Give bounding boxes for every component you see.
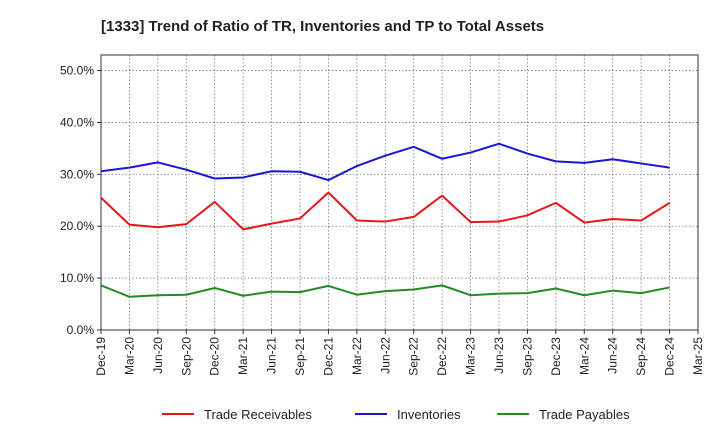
x-tick-label: Sep-23 (520, 337, 534, 376)
x-tick-label: Jun-22 (378, 337, 392, 374)
x-tick-label: Jun-21 (265, 337, 279, 374)
x-tick-label: Sep-21 (293, 337, 307, 376)
x-tick-label: Dec-21 (321, 337, 335, 376)
x-tick-label: Dec-23 (549, 337, 563, 376)
x-tick-label: Dec-24 (663, 337, 677, 376)
series-line-1 (100, 191, 671, 231)
x-tick-label: Mar-21 (236, 337, 250, 375)
y-tick-label: 50.0% (60, 64, 94, 78)
x-tick-label: Mar-24 (577, 337, 591, 375)
x-tick-label: Jun-24 (606, 337, 620, 374)
x-tick-label: Sep-20 (179, 337, 193, 376)
x-tick-label: Dec-22 (435, 337, 449, 376)
x-tick-label: Dec-19 (94, 337, 108, 376)
y-tick-label: 20.0% (60, 219, 94, 233)
series-lines (100, 142, 671, 298)
x-tick-label: Mar-22 (350, 337, 364, 375)
plot-frame (100, 54, 699, 331)
legend-label: Trade Receivables (204, 407, 312, 422)
x-tick-label: Jun-20 (151, 337, 165, 374)
y-axis: 0.0% 10.0% 20.0% 30.0% 40.0% 50.0% (60, 64, 101, 337)
x-tick-label: Dec-20 (208, 337, 222, 376)
legend-label: Inventories (397, 407, 461, 422)
x-tick-label: Mar-20 (122, 337, 136, 375)
legend-label: Trade Payables (539, 407, 630, 422)
x-tick-label: Mar-23 (464, 337, 478, 375)
chart-title: [1333] Trend of Ratio of TR, Inventories… (101, 18, 544, 35)
x-axis: Dec-19 Mar-20 Jun-20 Sep-20 Dec-20 Mar-21 Jun-… (94, 330, 705, 376)
series-line-3 (100, 284, 670, 298)
series-line-2 (100, 142, 670, 182)
y-tick-label: 40.0% (60, 115, 94, 129)
y-tick-label: 10.0% (60, 271, 94, 285)
x-tick-label: Jun-23 (492, 337, 506, 374)
legend: Trade Receivables Inventories Trade Payabl… (162, 407, 630, 422)
x-tick-label: Sep-22 (407, 337, 421, 376)
x-tick-label: Sep-24 (634, 337, 648, 376)
y-tick-label: 0.0% (67, 323, 95, 337)
grid (100, 55, 699, 331)
x-tick-label: Mar-25 (691, 337, 705, 375)
y-tick-label: 30.0% (60, 167, 94, 181)
